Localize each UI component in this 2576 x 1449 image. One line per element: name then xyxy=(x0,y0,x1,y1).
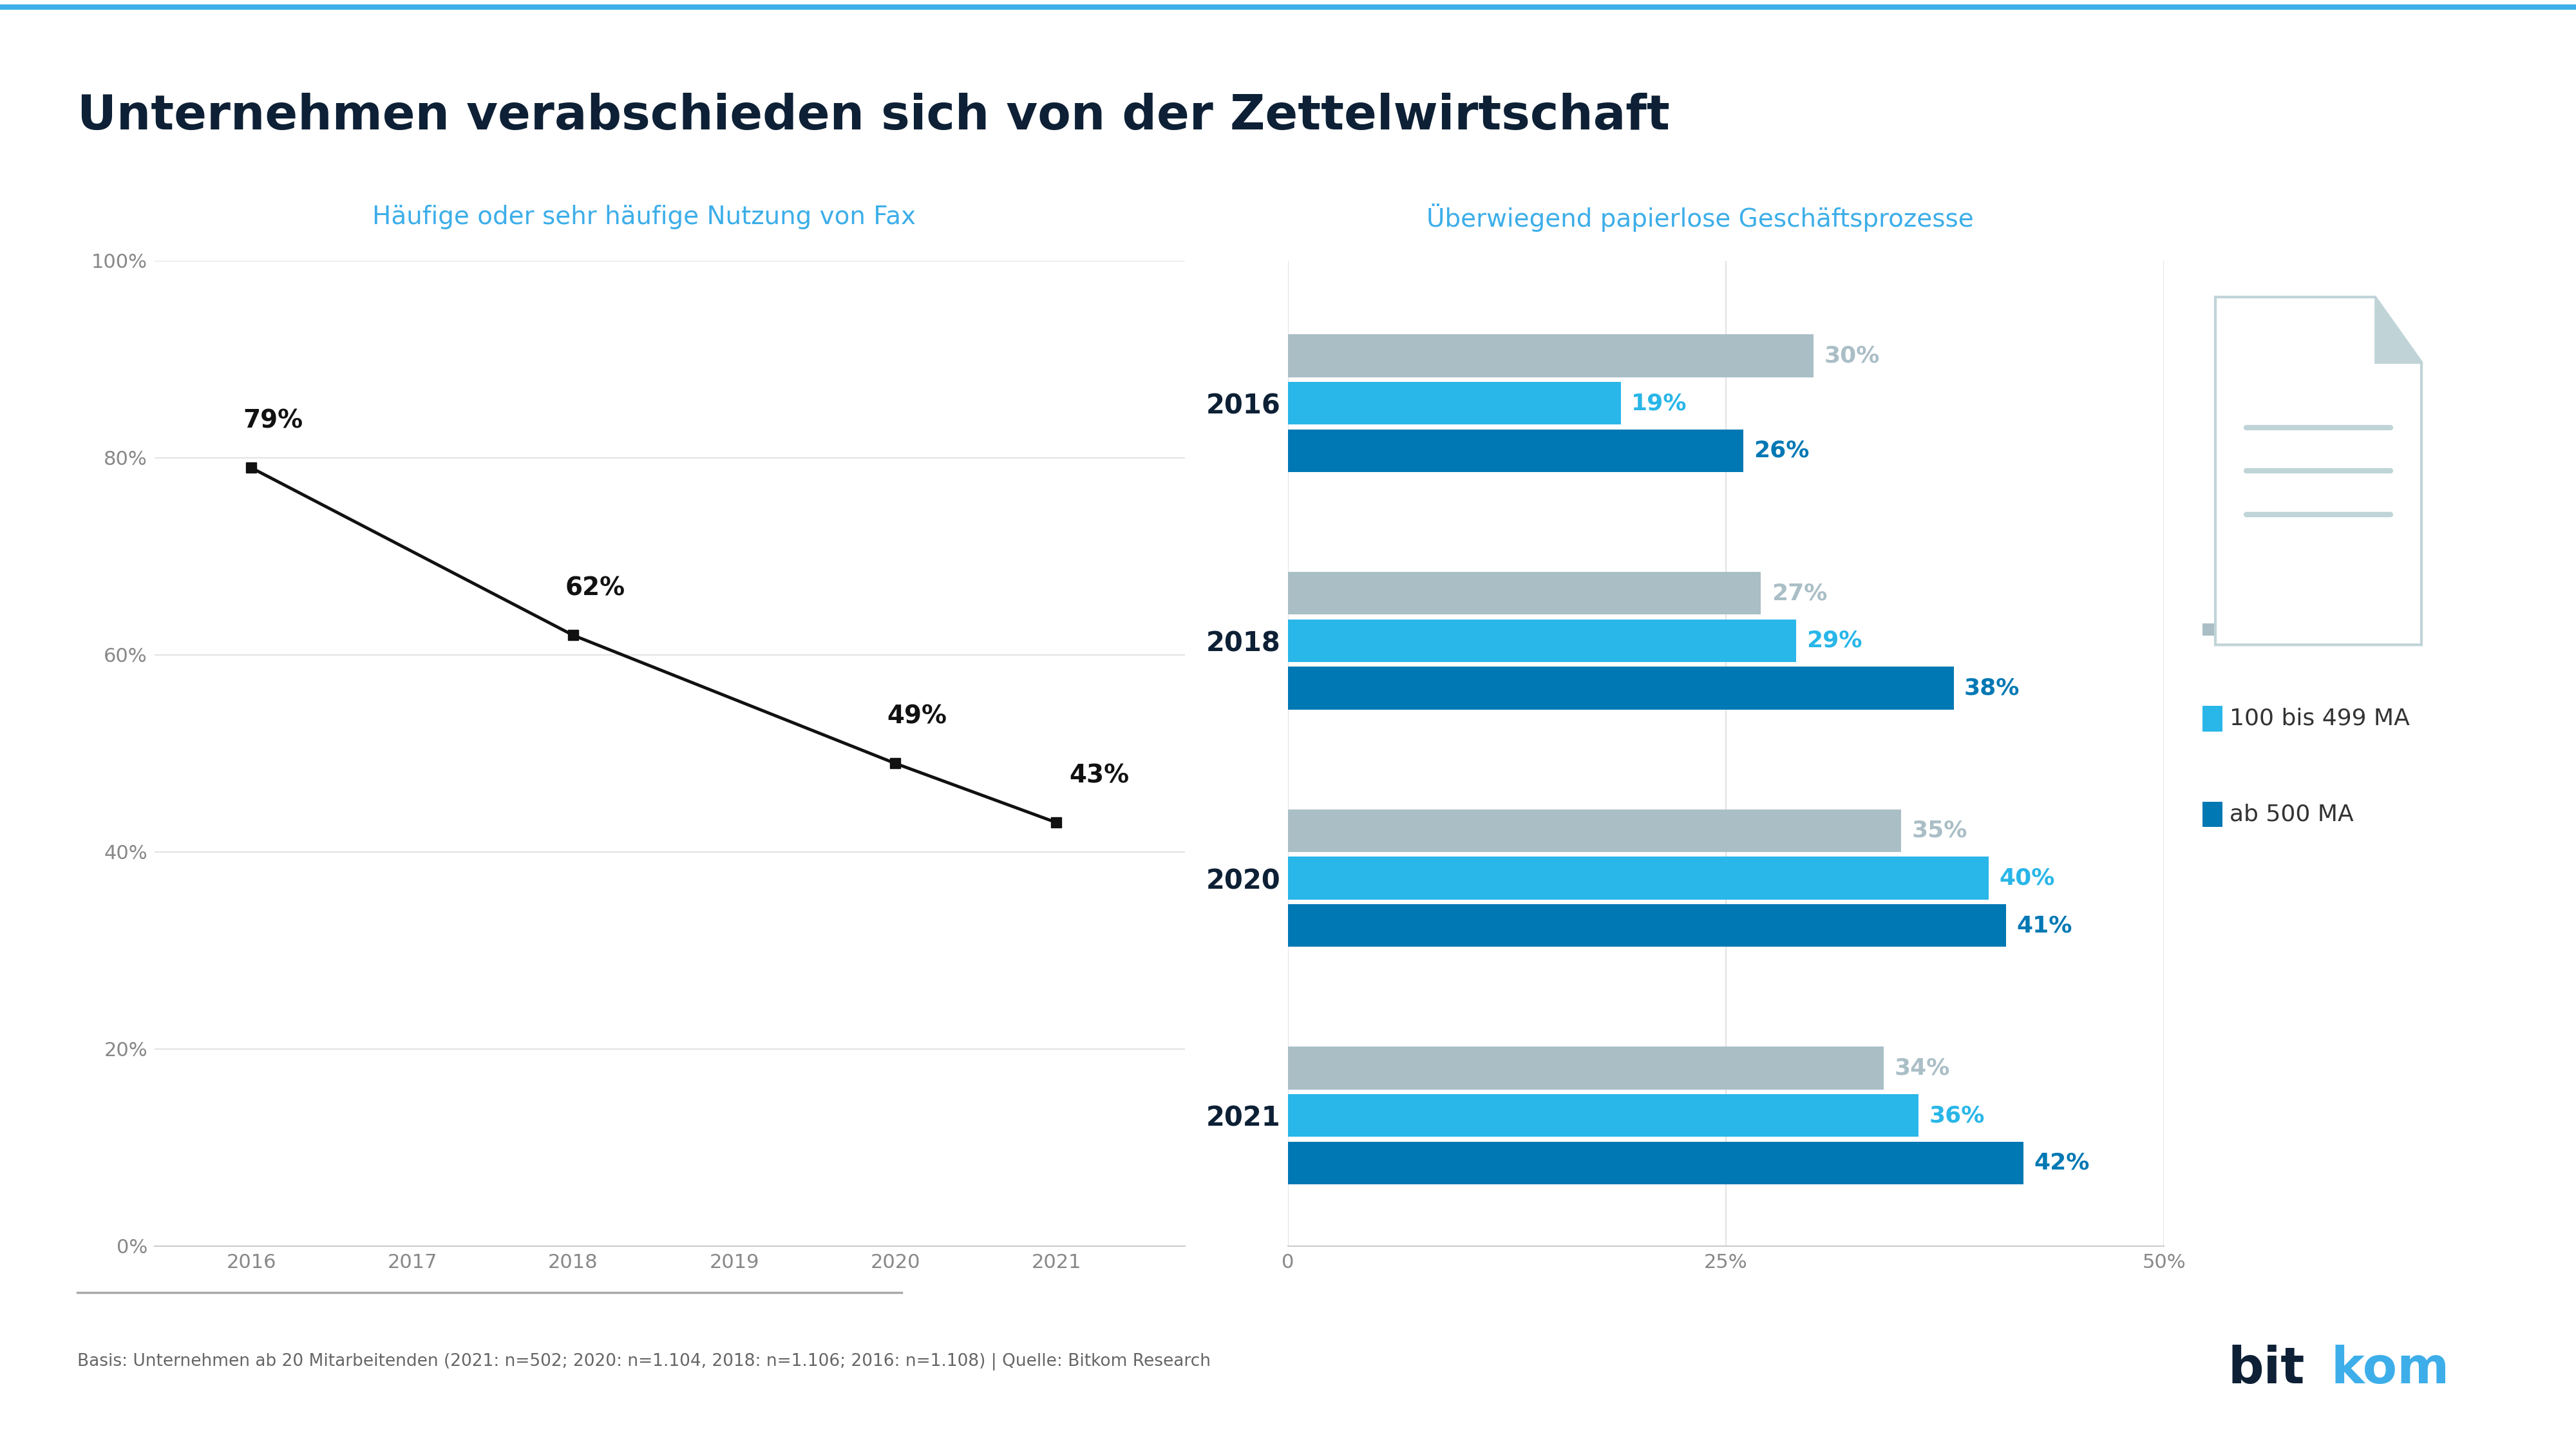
Text: 20 bis 99 MA: 20 bis 99 MA xyxy=(2231,611,2380,635)
Text: ab 500 MA: ab 500 MA xyxy=(2231,803,2354,826)
Text: 36%: 36% xyxy=(1929,1104,1984,1126)
Text: 100 bis 499 MA: 100 bis 499 MA xyxy=(2231,707,2411,730)
Bar xyxy=(1288,335,1814,377)
Text: Unternehmen verabschieden sich von der Zettelwirtschaft: Unternehmen verabschieden sich von der Z… xyxy=(77,93,1669,139)
FancyBboxPatch shape xyxy=(2202,706,2223,732)
Bar xyxy=(1288,856,1989,900)
Bar xyxy=(1288,1142,2025,1184)
Text: 35%: 35% xyxy=(1911,820,1968,842)
Bar xyxy=(1288,810,1901,852)
Polygon shape xyxy=(2375,297,2421,362)
Text: 19%: 19% xyxy=(1631,393,1687,414)
Text: 43%: 43% xyxy=(1069,764,1128,788)
Text: Überwiegend papierlose Geschäftsprozesse: Überwiegend papierlose Geschäftsprozesse xyxy=(1427,203,1973,232)
Text: 49%: 49% xyxy=(886,704,948,729)
FancyBboxPatch shape xyxy=(2202,610,2223,636)
Text: 62%: 62% xyxy=(564,577,626,601)
Text: 26%: 26% xyxy=(1754,440,1808,462)
Bar xyxy=(1288,1094,1919,1137)
Text: 34%: 34% xyxy=(1893,1058,1950,1080)
Text: 79%: 79% xyxy=(242,409,304,433)
Bar xyxy=(1288,383,1620,425)
Bar xyxy=(1288,667,1953,710)
Text: Basis: Unternehmen ab 20 Mitarbeitenden (2021: n=502; 2020: n=1.104, 2018: n=1.1: Basis: Unternehmen ab 20 Mitarbeitenden … xyxy=(77,1353,1211,1371)
Bar xyxy=(1288,904,2007,948)
Text: 41%: 41% xyxy=(2017,914,2071,936)
Text: bit: bit xyxy=(2228,1345,2306,1394)
Bar xyxy=(1288,1046,1883,1090)
Text: 29%: 29% xyxy=(1806,630,1862,652)
Bar xyxy=(1288,572,1762,614)
Polygon shape xyxy=(2215,297,2421,645)
Text: 40%: 40% xyxy=(1999,867,2056,890)
Text: kom: kom xyxy=(2331,1345,2450,1394)
Text: 38%: 38% xyxy=(1963,677,2020,698)
FancyBboxPatch shape xyxy=(2202,801,2223,827)
Bar xyxy=(1288,429,1744,472)
Text: 27%: 27% xyxy=(1772,582,1826,604)
Text: 42%: 42% xyxy=(2035,1152,2089,1174)
Bar xyxy=(1288,619,1795,662)
Text: 30%: 30% xyxy=(1824,345,1880,367)
Text: Häufige oder sehr häufige Nutzung von Fax: Häufige oder sehr häufige Nutzung von Fa… xyxy=(371,206,917,229)
